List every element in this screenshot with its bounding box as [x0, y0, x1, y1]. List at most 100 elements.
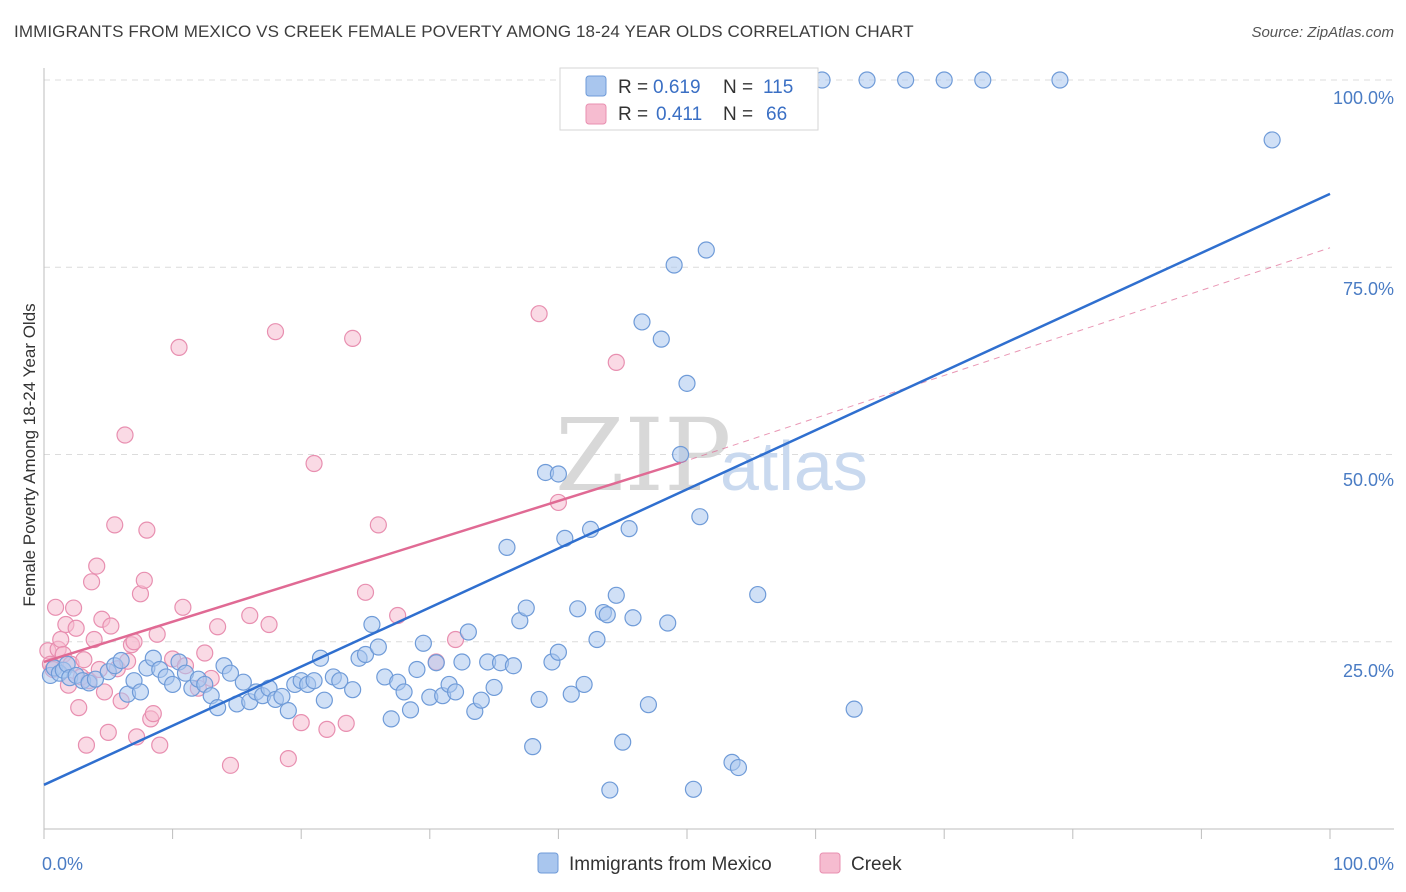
y-tick-label-75: 75.0% [1343, 279, 1394, 299]
mexico-point [974, 71, 992, 89]
mexico-point [935, 71, 953, 89]
creek-point [305, 454, 323, 473]
creek-point [356, 583, 375, 601]
mexico-point [234, 673, 252, 691]
mexico-point [356, 645, 375, 664]
creek-point [95, 683, 114, 701]
creek-point [221, 756, 240, 774]
mexico-point [517, 599, 535, 617]
legend-r-label-a: R = [618, 77, 648, 98]
creek-point [530, 305, 548, 323]
mexico-trendline [43, 192, 1331, 786]
mexico-point [652, 330, 670, 348]
bottom-legend-swatch-creek [819, 852, 841, 874]
mexico-point [305, 672, 323, 690]
creek-point [88, 557, 106, 575]
mexico-point [315, 691, 333, 709]
mexico-point [414, 634, 432, 652]
creek-point [64, 599, 83, 617]
bottom-legend-label-creek: Creek [851, 854, 902, 875]
bottom-legend-label-mexico: Immigrants from Mexico [569, 854, 772, 875]
watermark-zip: ZIP [555, 397, 731, 514]
creek-points [39, 305, 625, 774]
bottom-legend-swatch-mexico [537, 852, 559, 874]
creek-trendline-extension [680, 247, 1331, 464]
creek-point [292, 714, 310, 732]
mexico-point [691, 508, 709, 526]
mexico-point [639, 696, 658, 714]
mexico-point [671, 445, 690, 464]
x-ticks [43, 829, 1331, 839]
mexico-point [382, 710, 400, 728]
mexico-point [845, 700, 863, 718]
mexico-point [273, 687, 291, 706]
creek-trendline [43, 461, 681, 664]
legend-n-value-a: 115 [763, 77, 793, 98]
mexico-point [112, 651, 130, 670]
bottom-legend: Immigrants from Mexico Creek [537, 852, 902, 875]
mexico-point [588, 630, 606, 649]
mexico-point [569, 600, 587, 618]
creek-point [241, 606, 259, 625]
mexico-point [279, 702, 297, 720]
mexico-point [665, 256, 683, 274]
mexico-point [749, 585, 767, 604]
legend-n-value-b: 66 [766, 104, 787, 125]
mexico-point [598, 606, 616, 624]
creek-point [344, 329, 362, 348]
mexico-point [344, 681, 362, 699]
grid [44, 79, 1394, 643]
creek-point [75, 651, 93, 669]
mexico-point [729, 758, 748, 777]
chart-title: IMMIGRANTS FROM MEXICO VS CREEK FEMALE P… [14, 22, 914, 41]
y-tick-label-50: 50.0% [1343, 470, 1394, 490]
mexico-point [524, 738, 542, 756]
mexico-point [562, 685, 580, 703]
legend-r-value-a: 0.619 [653, 77, 701, 98]
creek-point [116, 426, 134, 444]
mexico-point [427, 654, 445, 672]
creek-point [266, 323, 285, 341]
creek-point [369, 516, 387, 534]
mexico-point [530, 690, 548, 709]
watermark-atlas: atlas [720, 427, 868, 505]
mexico-point [453, 653, 471, 671]
creek-point [67, 619, 85, 637]
creek-point [135, 571, 153, 589]
creek-point [151, 736, 169, 754]
mexico-point [1263, 131, 1281, 149]
mexico-point [1051, 71, 1069, 89]
y-tick-label-25: 25.0% [1343, 661, 1394, 681]
legend-r-value-b: 0.411 [656, 104, 702, 125]
mexico-point [684, 780, 703, 798]
mexico-point [504, 657, 522, 675]
creek-point [260, 615, 278, 634]
x-tick-label-0: 0.0% [42, 854, 83, 874]
mexico-point [164, 675, 182, 694]
mexico-point [697, 241, 715, 259]
mexico-point [575, 675, 593, 694]
creek-point [318, 720, 336, 738]
mexico-point [363, 615, 381, 634]
mexico-point [678, 374, 696, 392]
mexico-point [858, 71, 876, 89]
mexico-point [601, 781, 619, 799]
creek-point [174, 598, 192, 616]
mexico-point [485, 678, 503, 697]
mexico-point [331, 672, 349, 690]
creek-point [82, 573, 101, 591]
legend-swatch-creek [585, 103, 607, 125]
trendlines [43, 192, 1331, 786]
mexico-point [395, 683, 413, 701]
creek-point [138, 521, 156, 539]
mexico-point [614, 733, 632, 751]
creek-point [209, 618, 227, 636]
mexico-point [607, 586, 625, 604]
mexico-point [897, 71, 915, 89]
mexico-point [498, 538, 516, 556]
creek-point [99, 723, 117, 741]
legend-n-label-a: N = [723, 77, 753, 98]
mexico-point [459, 623, 477, 641]
creek-point [70, 699, 88, 717]
